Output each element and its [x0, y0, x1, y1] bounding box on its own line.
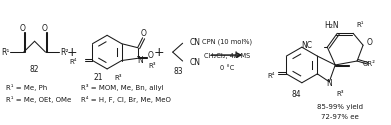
Text: O: O — [148, 51, 154, 60]
Text: R⁴: R⁴ — [69, 60, 77, 66]
Text: 84: 84 — [291, 90, 301, 99]
Text: R¹ = Me, Ph: R¹ = Me, Ph — [6, 84, 47, 91]
Text: +: + — [154, 46, 164, 59]
Text: CN: CN — [190, 58, 201, 66]
Text: CN: CN — [190, 38, 201, 47]
Text: H₂N: H₂N — [324, 21, 339, 30]
Text: 85-99% yield: 85-99% yield — [317, 104, 362, 110]
Text: R¹ = Me, OEt, OMe: R¹ = Me, OEt, OMe — [6, 96, 71, 103]
Text: OR²: OR² — [363, 61, 376, 67]
Text: 0 °C: 0 °C — [220, 65, 234, 71]
Text: CPN (10 mol%): CPN (10 mol%) — [202, 39, 252, 46]
Text: +: + — [67, 46, 78, 59]
Text: R³: R³ — [149, 63, 156, 69]
Text: 72-97% ee: 72-97% ee — [321, 114, 359, 120]
Text: CH₂Cl₂, 4Å MS: CH₂Cl₂, 4Å MS — [204, 51, 250, 59]
Text: R³: R³ — [336, 91, 344, 97]
Text: N: N — [137, 56, 142, 64]
Text: 21: 21 — [93, 73, 103, 82]
Text: R³: R³ — [114, 75, 122, 81]
Text: R⁴ = H, F, Cl, Br, Me, MeO: R⁴ = H, F, Cl, Br, Me, MeO — [81, 96, 171, 103]
Text: 83: 83 — [174, 67, 183, 76]
Text: R¹: R¹ — [356, 22, 364, 28]
Text: R³ = MOM, Me, Bn, allyl: R³ = MOM, Me, Bn, allyl — [81, 84, 164, 91]
Text: O: O — [20, 24, 25, 33]
Text: NC: NC — [301, 41, 312, 50]
Text: O: O — [41, 24, 47, 33]
Text: N: N — [326, 79, 332, 88]
Text: R⁴: R⁴ — [267, 73, 274, 79]
Text: R¹: R¹ — [2, 48, 10, 57]
Text: R²: R² — [60, 48, 69, 57]
Text: 82: 82 — [30, 65, 39, 74]
Text: O: O — [367, 38, 373, 47]
Text: O: O — [141, 29, 147, 38]
